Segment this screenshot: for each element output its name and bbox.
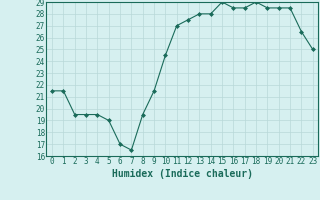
X-axis label: Humidex (Indice chaleur): Humidex (Indice chaleur) (112, 169, 253, 179)
